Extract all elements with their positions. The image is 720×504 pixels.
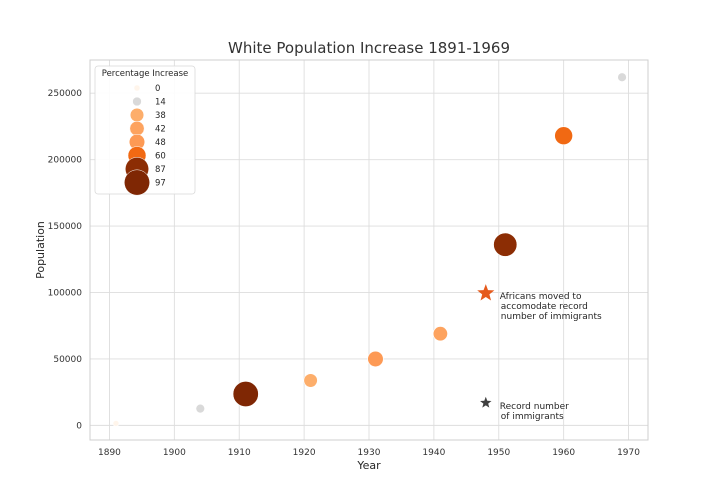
x-tick-label: 1940 (422, 448, 445, 458)
annotation-text: number of immigrants (501, 312, 602, 322)
x-tick-label: 1890 (98, 448, 121, 458)
legend-marker (132, 96, 142, 107)
data-point (432, 326, 448, 342)
chart-title: White Population Increase 1891-1969 (228, 39, 510, 57)
y-tick-label: 50000 (53, 355, 82, 365)
legend-title: Percentage Increase (102, 69, 189, 79)
y-tick-label: 0 (76, 421, 82, 431)
legend-label: 42 (155, 125, 166, 135)
annotation-text: Africans moved to (500, 292, 582, 302)
legend-marker (129, 107, 145, 123)
x-tick-label: 1920 (293, 448, 316, 458)
data-point (367, 350, 384, 368)
legend-label: 38 (155, 111, 166, 121)
legend-label: 97 (155, 179, 166, 189)
x-tick-label: 1970 (617, 448, 640, 458)
legend-box (94, 65, 196, 195)
legend-label: 48 (155, 138, 166, 148)
data-point (617, 72, 627, 82)
y-tick-label: 150000 (48, 222, 83, 232)
legend-marker (133, 84, 141, 92)
annotation-text: accomodate record (501, 302, 588, 312)
data-point (195, 403, 206, 414)
y-tick-label: 250000 (48, 89, 83, 99)
ticks: 1890 1900 1910 1920 1930 1940 1950 1960 1970 0 500… (48, 89, 641, 458)
legend-marker (129, 121, 145, 136)
star-marker (480, 396, 492, 408)
legend-label: 14 (155, 98, 166, 108)
legend-label: 60 (155, 152, 166, 162)
data-points (112, 72, 627, 427)
y-tick-label: 100000 (48, 289, 83, 299)
data-point (232, 381, 259, 408)
annotation-text: of immigrants (501, 412, 564, 422)
grid (90, 60, 648, 440)
plot-frame (89, 59, 649, 441)
x-tick-label: 1930 (358, 448, 381, 458)
x-tick-label: 1960 (552, 448, 575, 458)
data-point (554, 126, 573, 146)
x-tick-label: 1900 (163, 448, 186, 458)
data-point (303, 373, 318, 388)
annotation-text: Record number (500, 402, 569, 412)
x-tick-label: 1950 (487, 448, 510, 458)
legend-marker (124, 169, 150, 196)
legend-label: 0 (155, 84, 160, 94)
star-marker (477, 284, 495, 301)
legend-label: 87 (155, 165, 166, 175)
x-axis-label: Year (356, 459, 381, 472)
y-tick-label: 200000 (48, 156, 83, 166)
data-point (112, 420, 120, 427)
legend: Percentage Increase 0 14 38 42 48 60 87 97 (94, 65, 196, 196)
data-point (493, 232, 518, 257)
y-axis-label: Population (34, 221, 47, 279)
x-tick-label: 1910 (228, 448, 251, 458)
